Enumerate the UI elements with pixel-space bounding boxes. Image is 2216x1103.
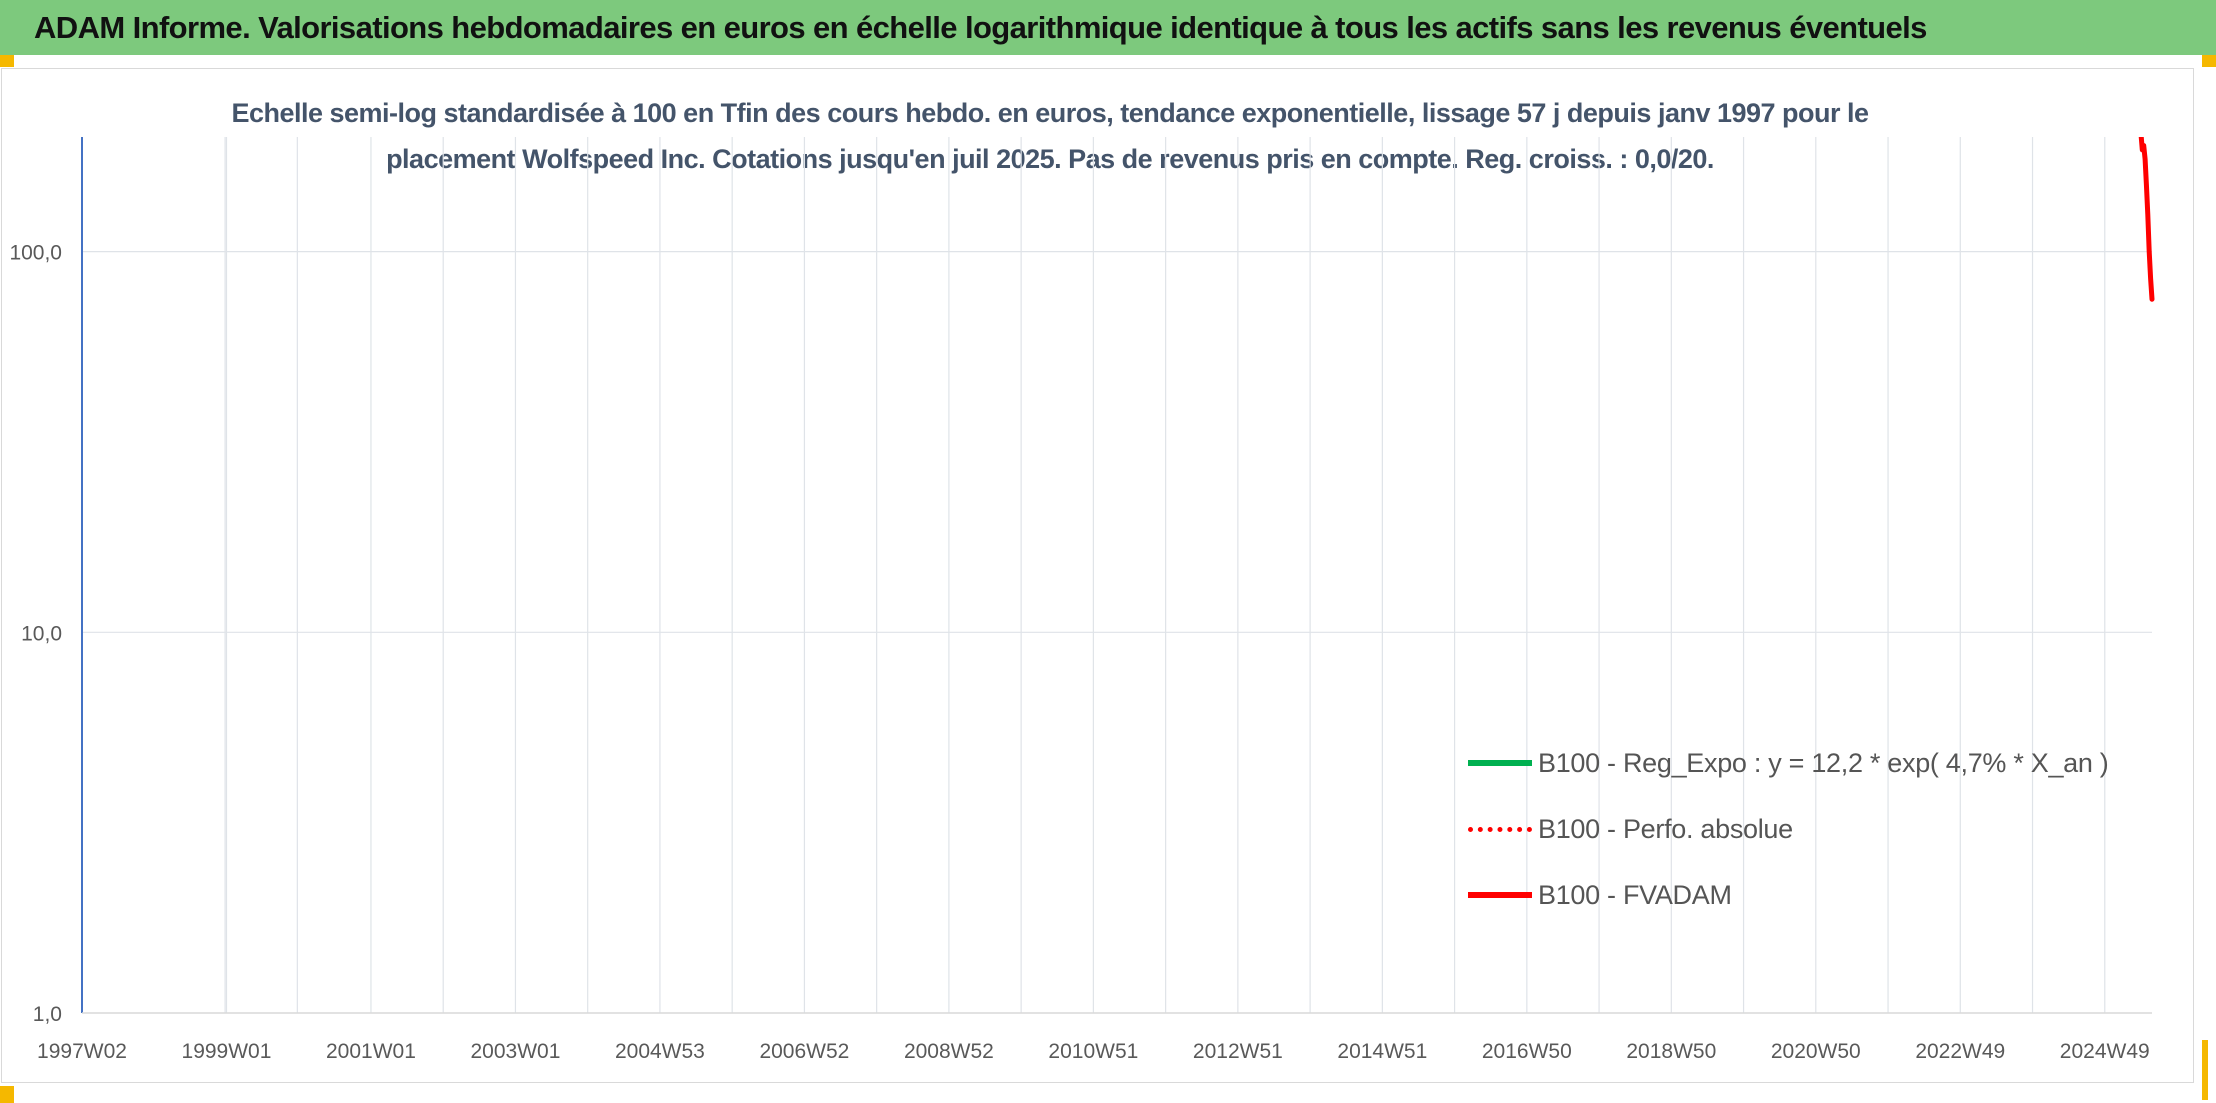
x-tick-label: 2001W01: [326, 1040, 416, 1063]
legend-item-fvadam: B100 - FVADAM: [1468, 862, 2109, 928]
x-tick-label: 2006W52: [759, 1040, 849, 1063]
axes: [81, 137, 2152, 1014]
y-tick-label: 100,0: [9, 242, 62, 265]
y-tick-labels: 1,0 10,0 100,0: [9, 242, 62, 1026]
x-tick-label: 2004W53: [615, 1040, 705, 1063]
x-tick-label: 1997W02: [37, 1040, 127, 1063]
chart-title-line-2: placement Wolfspeed Inc. Cotations jusqu…: [386, 144, 1714, 174]
chart-title-line-1: Echelle semi-log standardisée à 100 en T…: [231, 98, 1869, 128]
x-tick-label: 2016W50: [1482, 1040, 1572, 1063]
x-tick-label: 2008W52: [904, 1040, 994, 1063]
chart-title: Echelle semi-log standardisée à 100 en T…: [200, 90, 1900, 182]
corner-accent-top-right: [2202, 55, 2216, 67]
legend-item-regression: B100 - Reg_Expo : y = 12,2 * exp( 4,7% *…: [1468, 730, 2109, 796]
corner-accent-bottom-right: [2202, 1040, 2208, 1100]
legend-label-fvadam: B100 - FVADAM: [1538, 879, 1732, 910]
x-tick-label: 2020W50: [1771, 1040, 1861, 1063]
x-tick-label: 2024W49: [2060, 1040, 2150, 1063]
chart-frame: [1, 68, 2194, 1083]
y-tick-label: 10,0: [21, 622, 62, 645]
horizontal-gridlines: [82, 251, 2152, 633]
report-banner: ADAM Informe. Valorisations hebdomadaire…: [0, 0, 2216, 55]
legend-swatch-regression: [1468, 760, 1532, 766]
legend-swatch-perfo-absolue: [1468, 826, 1532, 832]
x-tick-label: 1999W01: [182, 1040, 272, 1063]
legend-label-regression: B100 - Reg_Expo : y = 12,2 * exp( 4,7% *…: [1538, 747, 2109, 778]
y-tick-label: 1,0: [33, 1003, 62, 1026]
x-tick-label: 2010W51: [1048, 1040, 1138, 1063]
x-tick-label: 2022W49: [1915, 1040, 2005, 1063]
corner-accent-bottom-left: [0, 1086, 14, 1103]
x-tick-label: 2018W50: [1626, 1040, 1716, 1063]
x-tick-label: 2003W01: [470, 1040, 560, 1063]
series-line-2: [2138, 137, 2155, 302]
legend-item-perfo-absolue: B100 - Perfo. absolue: [1468, 796, 2109, 862]
x-tick-label: 2014W51: [1337, 1040, 1427, 1063]
chart-legend: B100 - Reg_Expo : y = 12,2 * exp( 4,7% *…: [1468, 730, 2109, 928]
corner-accent-top-left: [0, 55, 14, 67]
data-series: [2138, 137, 2155, 302]
legend-swatch-fvadam: [1468, 892, 1532, 898]
legend-label-perfo-absolue: B100 - Perfo. absolue: [1538, 813, 1793, 844]
vertical-gridlines: [224, 137, 2106, 1013]
x-tick-labels: 1997W02 1999W01 2001W01 2003W01 2004W53 2006W…: [37, 1040, 2150, 1063]
report-title: ADAM Informe. Valorisations hebdomadaire…: [34, 9, 1927, 45]
x-tick-label: 2012W51: [1193, 1040, 1283, 1063]
